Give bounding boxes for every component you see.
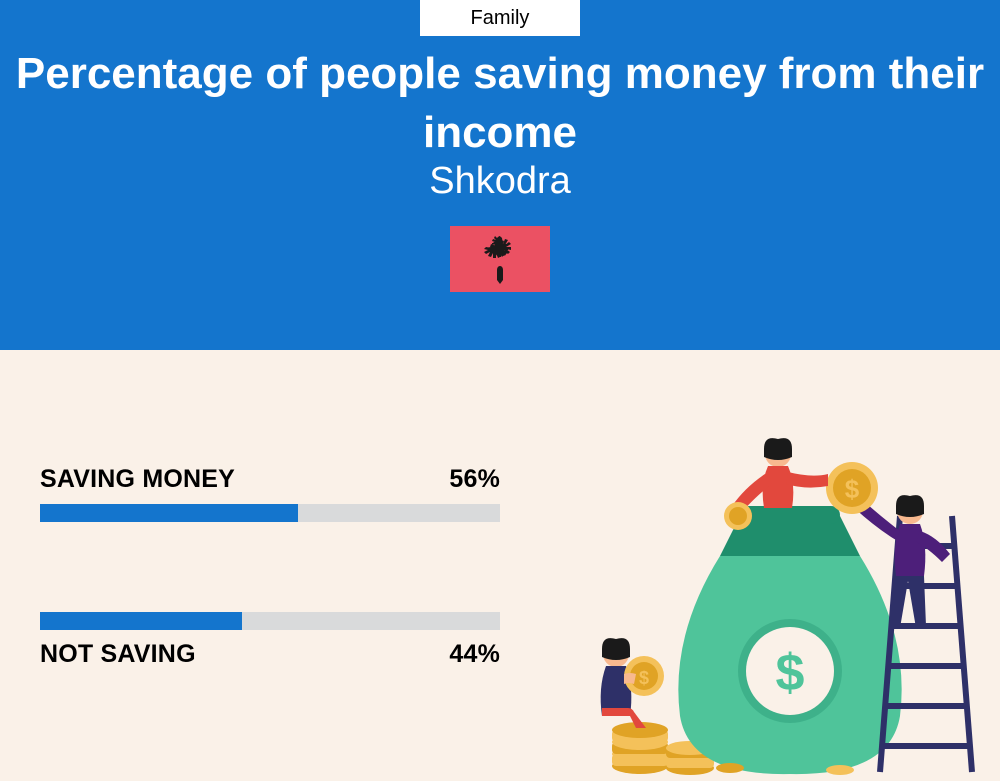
bar-value: 56% [449, 465, 500, 494]
money-bag-icon: $ $ [580, 436, 980, 776]
bar-label: NOT SAVING [40, 640, 196, 669]
coin-stack-icon [612, 722, 668, 774]
bar-track [40, 504, 500, 522]
category-tag: Family [420, 0, 580, 36]
bar-fill [40, 504, 298, 522]
eagle-icon [476, 232, 524, 286]
page-title: Percentage of people saving money from t… [0, 44, 1000, 163]
bar-fill [40, 612, 242, 630]
coin-icon [716, 763, 744, 773]
bar-track [40, 612, 500, 630]
coin-icon [826, 765, 854, 775]
bar-chart: SAVING MONEY 56% NOT SAVING 44% [40, 465, 500, 759]
bar-label: SAVING MONEY [40, 465, 235, 494]
person-icon: $ [601, 638, 664, 728]
bar-head: SAVING MONEY 56% [40, 465, 500, 494]
bar-value: 44% [449, 640, 500, 669]
savings-illustration: $ $ [580, 436, 980, 776]
svg-text:$: $ [776, 644, 805, 702]
page-subtitle: Shkodra [0, 160, 1000, 203]
money-bag-icon: $ [678, 506, 901, 774]
bar-row-notsaving: NOT SAVING 44% [40, 612, 500, 669]
bar-head: NOT SAVING 44% [40, 640, 500, 669]
bar-row-saving: SAVING MONEY 56% [40, 465, 500, 522]
category-tag-label: Family [471, 7, 530, 30]
flag-albania [450, 226, 550, 292]
svg-text:$: $ [845, 474, 860, 504]
svg-text:$: $ [639, 668, 649, 688]
